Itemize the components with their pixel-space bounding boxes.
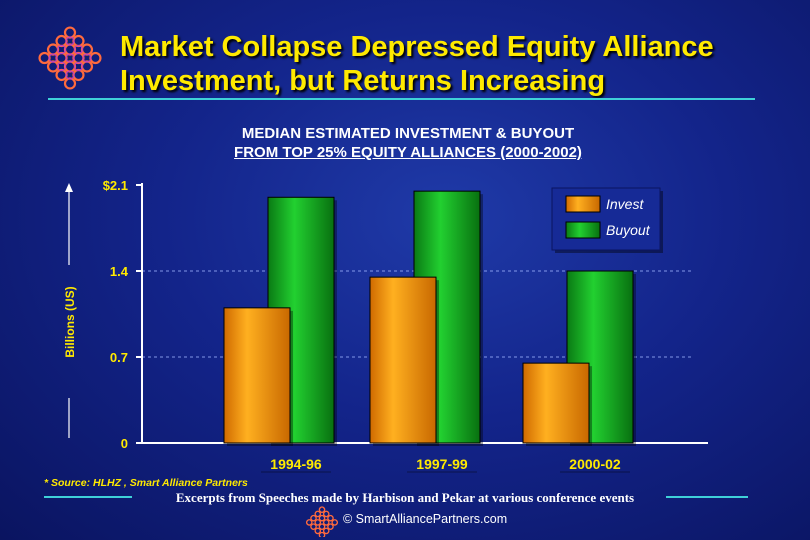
footer-line-left [44, 496, 132, 498]
x-tick-label-0: 1994-96 [270, 456, 322, 472]
legend-swatch-buyout [565, 221, 601, 239]
y-tick-label-2: 1.4 [110, 264, 129, 279]
legend-label-invest: Invest [606, 196, 644, 212]
copyright-text: © SmartAlliancePartners.com [343, 512, 508, 526]
y-axis-label: Billions (US) [63, 286, 77, 357]
footer-line-right [666, 496, 748, 498]
bar-invest-1 [369, 276, 437, 444]
subtitle-line-1: MEDIAN ESTIMATED INVESTMENT & BUYOUT [241, 125, 575, 142]
x-tick-label-2: 2000-02 [569, 456, 621, 472]
title-line-1: Market Collapse Depressed Equity Allianc… [120, 31, 714, 63]
excerpt-note: Excerpts from Speeches made by Harbison … [175, 490, 635, 505]
y-tick-label-3: $2.1 [103, 178, 128, 193]
page-title: Market Collapse Depressed Equity Allianc… [120, 30, 800, 98]
x-tick-label-1: 1997-99 [416, 456, 468, 472]
subtitle-line-2: FROM TOP 25% EQUITY ALLIANCES (2000-2002… [234, 144, 582, 161]
title-divider [48, 98, 755, 100]
y-tick-label-0: 0 [121, 436, 128, 451]
footer-logo-icon [306, 506, 338, 537]
legend-label-buyout: Buyout [606, 222, 651, 238]
y-arrow-head [65, 183, 73, 192]
legend-swatch-invest [565, 195, 601, 213]
title-line-2: Investment, but Returns Increasing [120, 65, 606, 97]
y-tick-label-1: 0.7 [110, 350, 128, 365]
bar-invest-2 [522, 362, 590, 444]
chart-subtitle: MEDIAN ESTIMATED INVESTMENT & BUYOUT FRO… [120, 124, 696, 162]
source-note: * Source: HLHZ , Smart Alliance Partners [44, 477, 248, 489]
bar-invest-0 [223, 307, 291, 444]
company-logo-icon [38, 26, 102, 90]
